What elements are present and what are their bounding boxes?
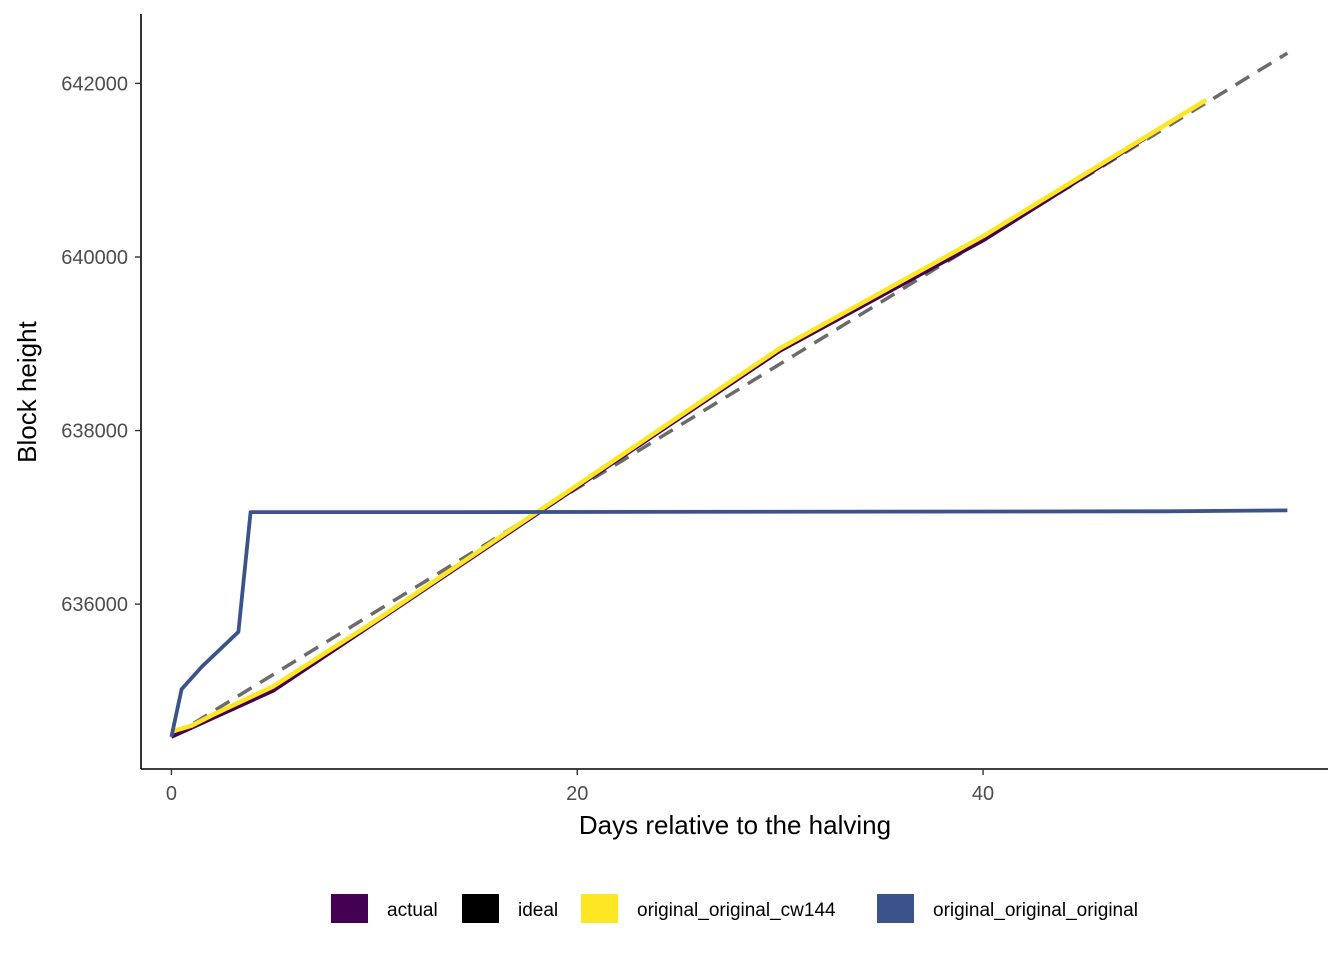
- x-axis-ticks: 0 20 40: [166, 769, 994, 805]
- x-tick-label: 20: [566, 783, 588, 805]
- legend: actual ideal original_original_cw144 origin…: [331, 894, 1138, 923]
- axes-layer: 0 20 40 636000 638000 640000 642000: [61, 14, 1328, 805]
- series-line-original_original_original: [169, 508, 1288, 738]
- x-axis-title: Days relative to the halving: [579, 810, 891, 840]
- legend-swatch-actual: [331, 894, 368, 923]
- series-line-original_original_cw144: [170, 97, 1208, 734]
- y-axis-title: Block height: [12, 320, 42, 462]
- y-tick-label: 642000: [61, 73, 128, 95]
- x-tick-label: 0: [166, 783, 177, 805]
- series-layer: [169, 51, 1289, 739]
- y-axis-ticks: 636000 638000 640000 642000: [61, 73, 141, 616]
- y-tick-label: 640000: [61, 247, 128, 269]
- legend-label-original_original_cw144: original_original_cw144: [637, 900, 836, 921]
- legend-swatch-original_original_original: [877, 894, 914, 923]
- legend-swatch-original_original_cw144: [581, 894, 618, 923]
- legend-label-original_original_original: original_original_original: [933, 900, 1138, 921]
- y-tick-label: 636000: [61, 594, 128, 616]
- legend-label-ideal: ideal: [518, 900, 558, 921]
- legend-label-actual: actual: [387, 900, 438, 921]
- legend-swatch-ideal: [462, 894, 499, 923]
- x-tick-label: 40: [972, 783, 994, 805]
- series-line-ideal: [170, 51, 1289, 739]
- y-tick-label: 638000: [61, 421, 128, 443]
